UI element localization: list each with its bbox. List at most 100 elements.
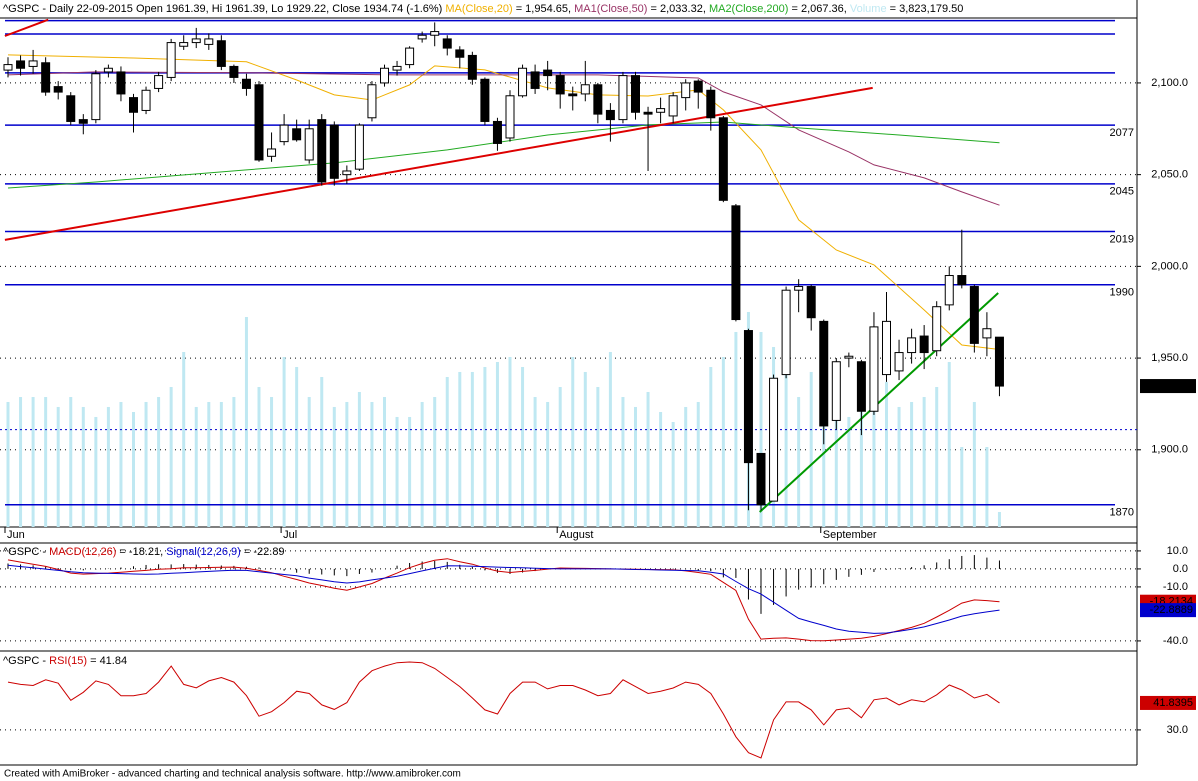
- volume-bar: [31, 397, 35, 527]
- volume-bar: [370, 401, 374, 527]
- candle-body: [103, 67, 113, 73]
- candle-body: [141, 89, 151, 111]
- x-tick-label: Jun: [7, 529, 25, 541]
- volume-bar: [132, 411, 135, 527]
- candle-body: [254, 84, 264, 161]
- candle-body: [417, 34, 427, 40]
- candle-body: [505, 95, 515, 139]
- volume-bar: [558, 387, 562, 527]
- volume-bar: [458, 371, 462, 527]
- candle-body: [405, 47, 415, 66]
- volume-bar: [997, 511, 1001, 527]
- candle-body: [618, 75, 628, 121]
- candle-body: [555, 75, 565, 95]
- volume-bar: [395, 416, 399, 527]
- candle-body: [267, 148, 277, 157]
- level-label: 1990: [1110, 287, 1134, 299]
- volume-bar: [947, 362, 951, 527]
- value-box-label: -22.8889: [1150, 604, 1193, 616]
- candle-body: [656, 108, 666, 113]
- candle-body: [957, 275, 967, 286]
- level-label: 2019: [1110, 233, 1134, 245]
- trendline: [4, 86, 873, 241]
- legend-value: = -18.21,: [116, 546, 166, 558]
- candle-body: [781, 289, 791, 376]
- footer: Created with AmiBroker - advanced charti…: [4, 769, 461, 780]
- candle-body: [28, 60, 38, 67]
- candle-body: [806, 286, 816, 319]
- y-tick-label: 2,100.0: [1151, 77, 1188, 89]
- legend-name: MA1(Close,50): [574, 3, 647, 15]
- volume-bar: [872, 406, 876, 527]
- candle-body: [643, 111, 653, 115]
- candle-body: [819, 320, 829, 427]
- volume-bar: [282, 356, 286, 527]
- value-box: [1140, 379, 1196, 394]
- candle-body: [342, 170, 352, 176]
- volume-bar: [332, 406, 336, 527]
- candle-body: [216, 40, 226, 67]
- candle-body: [743, 330, 753, 464]
- candle-body: [467, 54, 477, 80]
- volume-bar: [897, 406, 901, 527]
- volume-bar: [244, 317, 248, 527]
- candle-body: [166, 42, 176, 78]
- volume-bar: [834, 381, 838, 527]
- legend-value: = 2,033.32,: [647, 3, 708, 15]
- volume-bar: [809, 371, 813, 527]
- candle-body: [480, 78, 490, 122]
- volume-bar: [571, 356, 575, 527]
- volume-bar: [885, 381, 888, 527]
- volume-bar: [19, 397, 23, 527]
- candle-body: [681, 82, 691, 99]
- x-tick-label: September: [823, 529, 877, 541]
- volume-bar: [383, 397, 386, 527]
- legend-value: = 41.84: [87, 655, 127, 667]
- candle-body: [894, 352, 904, 372]
- volume-bar: [69, 397, 73, 527]
- volume-bar: [182, 352, 186, 527]
- x-tick-label: Jul: [283, 529, 297, 541]
- y-tick-label: 10.0: [1167, 545, 1188, 557]
- volume-bar: [169, 387, 173, 527]
- candle-body: [3, 64, 13, 71]
- volume-bar: [659, 411, 663, 527]
- volume-bar: [985, 446, 989, 527]
- volume-bar: [922, 397, 926, 527]
- volume-bar: [608, 352, 612, 527]
- volume-bar: [56, 406, 60, 527]
- candle-body: [292, 128, 302, 141]
- volume-bar: [106, 406, 110, 527]
- volume-bar: [257, 387, 261, 527]
- value-box: [1140, 603, 1196, 618]
- header-title: ^GSPC -: [3, 655, 49, 667]
- value-box-label: 1,934.74: [1150, 380, 1193, 392]
- moving-average: [7, 121, 1000, 189]
- volume-bar: [508, 356, 512, 527]
- candle-body: [317, 119, 327, 183]
- candle-body: [229, 65, 239, 78]
- candle-body: [693, 80, 703, 93]
- volume-bar: [320, 376, 324, 527]
- volume-bar: [583, 371, 587, 527]
- level-label: 1870: [1110, 507, 1134, 519]
- candle-body: [455, 49, 465, 58]
- panel-header: ^GSPC - RSI(15) = 41.84: [3, 655, 127, 667]
- y-tick-label: -10.0: [1163, 581, 1188, 593]
- legend-value: = -22.89: [241, 546, 285, 558]
- candle-body: [919, 335, 929, 354]
- indicator-line: [7, 661, 1000, 759]
- value-box-label: 41.8395: [1153, 697, 1193, 709]
- candle-body: [605, 109, 615, 121]
- y-tick-label: 2,050.0: [1151, 169, 1188, 181]
- volume-bar: [345, 401, 349, 527]
- legend-value: = 1,954.65,: [513, 3, 574, 15]
- volume-bar: [219, 401, 223, 527]
- volume-bar: [44, 397, 48, 527]
- candle-body: [304, 128, 314, 161]
- candle-body: [367, 84, 377, 119]
- volume-bar: [621, 397, 625, 527]
- candle-body: [154, 75, 164, 89]
- candle-body: [354, 124, 364, 170]
